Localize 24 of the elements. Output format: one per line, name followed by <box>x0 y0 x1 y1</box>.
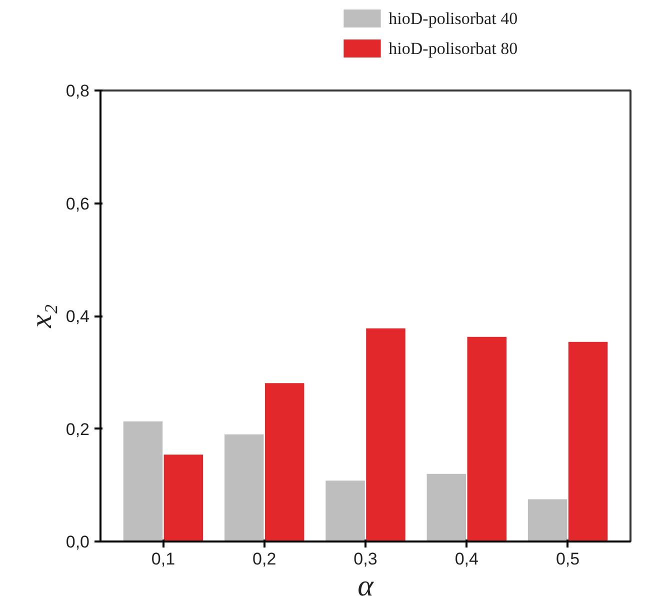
y-tick-label: 0,4 <box>66 307 90 326</box>
bar <box>164 454 204 542</box>
bar <box>123 421 163 542</box>
bar <box>528 499 568 542</box>
y-tick-label: 0,2 <box>66 420 90 439</box>
y-tick-label: 0,8 <box>66 82 90 100</box>
legend-label: hioD-polisorbat 80 <box>388 39 518 58</box>
legend-label: hioD-polisorbat 40 <box>388 9 518 28</box>
bar <box>326 480 365 542</box>
x-axis-title: α <box>358 570 375 602</box>
x-tick-label: 0,4 <box>454 550 478 568</box>
x-tick-label: 0,3 <box>354 550 378 568</box>
bar <box>568 342 608 542</box>
bar <box>467 336 506 542</box>
bar <box>366 328 406 542</box>
y-tick-label: 0,6 <box>66 194 90 214</box>
x-tick-label: 0,2 <box>252 550 276 568</box>
y-axis-title: x₂ <box>24 304 58 329</box>
y-tick-label: 0,0 <box>66 532 90 552</box>
bar <box>264 383 304 542</box>
bar <box>224 434 264 542</box>
bar <box>426 474 466 542</box>
x-tick-label: 0,1 <box>151 550 176 568</box>
x-tick-label: 0,5 <box>556 550 580 568</box>
